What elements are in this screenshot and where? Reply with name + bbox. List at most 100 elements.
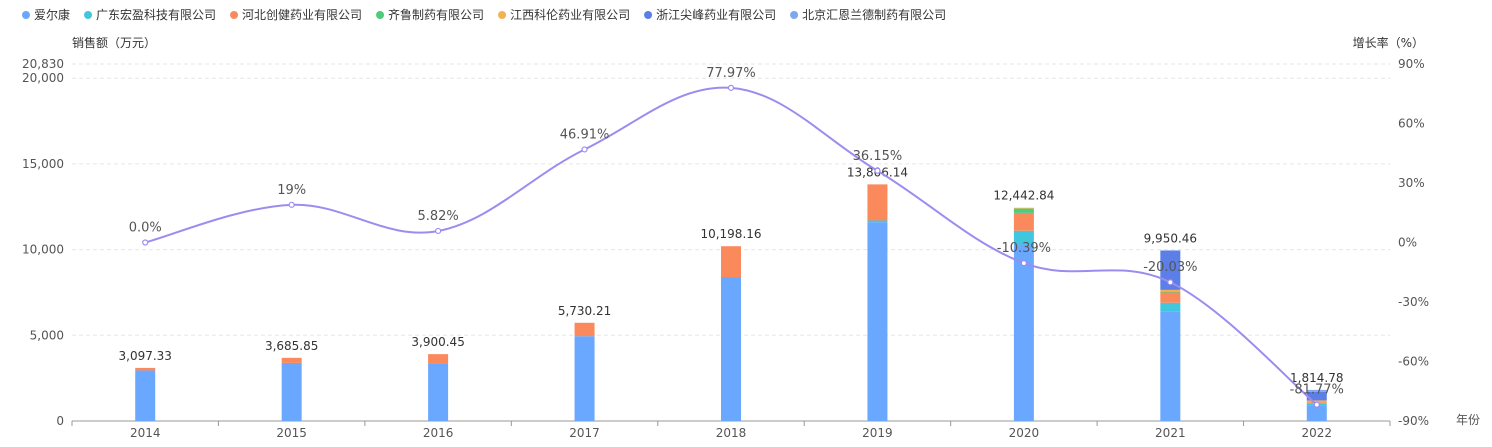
legend-label: 爱尔康	[34, 7, 70, 22]
growth-label: -81.77%	[1290, 383, 1344, 398]
growth-point	[1020, 260, 1027, 267]
bar-segment	[1013, 212, 1034, 231]
bar-segment	[721, 246, 741, 278]
bars	[135, 184, 1327, 421]
growth-point	[142, 239, 149, 246]
bar-segment	[1013, 230, 1034, 245]
y-tick-label: 5,000	[30, 328, 64, 342]
legend-item: 北京汇恩兰德制药有限公司	[790, 7, 946, 22]
bar-segment	[1306, 391, 1327, 401]
legend-label: 北京汇恩兰德制药有限公司	[802, 7, 946, 22]
growth-label: -10.39%	[997, 241, 1051, 256]
bar-segment	[135, 367, 156, 371]
growth-label: 19%	[277, 183, 306, 198]
growth-point	[874, 167, 881, 174]
total-label: 10,198.16	[700, 227, 761, 241]
x-tick-label: 2019	[862, 426, 893, 440]
total-label: 1,814.78	[1290, 371, 1343, 385]
legend-marker	[498, 11, 507, 19]
y2-tick-label: 60%	[1398, 117, 1425, 131]
bar-segment	[867, 220, 888, 223]
y-axis-left-title: 销售额（万元）	[72, 35, 156, 50]
bar-segment	[1160, 291, 1181, 293]
total-label: 3,097.33	[119, 349, 172, 363]
y2-tick-label: 90%	[1398, 57, 1425, 71]
growth-point	[435, 227, 442, 235]
x-axis-title: 年份	[1456, 413, 1480, 427]
y-axis-right: -90% -60% -30% 0% 30% 60% 90%	[1398, 57, 1429, 428]
y2-tick-label: -60%	[1398, 355, 1429, 369]
x-tick-label: 2020	[1009, 426, 1040, 440]
legend-item: 爱尔康	[22, 7, 70, 22]
y-tick-label: 20,000	[22, 71, 64, 85]
y-tick-label: 10,000	[22, 243, 64, 257]
bar-segment	[721, 277, 741, 421]
growth-point	[1167, 279, 1174, 286]
total-label: 12,442.84	[993, 189, 1054, 203]
y-tick-label: 0	[56, 414, 64, 428]
growth-label: 46.91%	[560, 127, 610, 142]
growth-label: 0.0%	[129, 221, 162, 236]
legend-item: 河北创健药业有限公司	[230, 8, 362, 22]
legend-marker	[376, 11, 385, 19]
bar-segment	[1013, 207, 1034, 209]
legend-label: 江西科伦药业有限公司	[510, 7, 630, 22]
bar-segment	[428, 354, 449, 364]
bar-segment	[1013, 244, 1034, 421]
y-tick-label: 15,000	[22, 157, 64, 171]
y2-tick-label: -30%	[1398, 295, 1429, 309]
bar-segment	[428, 363, 449, 421]
bar-segment	[1306, 405, 1327, 421]
growth-label: 77.97%	[706, 66, 756, 81]
y2-tick-label: -90%	[1398, 414, 1429, 428]
bar-segment	[1160, 311, 1181, 421]
y2-tick-label: 30%	[1398, 176, 1425, 190]
x-tick-label: 2015	[276, 426, 307, 440]
legend-label: 浙江尖峰药业有限公司	[656, 8, 776, 22]
x-tick-label: 2016	[423, 426, 454, 440]
growth-label: -20.03%	[1143, 260, 1197, 275]
total-label: 5,730.21	[558, 304, 611, 318]
x-tick-label: 2018	[716, 426, 747, 440]
legend: 爱尔康 广东宏盈科技有限公司 河北创健药业有限公司 齐鲁制药有限公司 江西科伦药业有限公…	[22, 7, 946, 22]
bar-segment	[1306, 389, 1327, 392]
legend-marker	[22, 11, 30, 19]
legend-marker	[644, 11, 653, 19]
legend-marker	[230, 11, 239, 19]
bar-segment	[1013, 208, 1034, 213]
growth-point	[727, 84, 735, 91]
legend-item: 浙江尖峰药业有限公司	[644, 8, 776, 22]
bar-segment	[135, 370, 156, 421]
x-tick-label: 2014	[130, 426, 161, 440]
y-axis-right-title: 增长率（%）	[1353, 35, 1424, 50]
legend-item: 齐鲁制药有限公司	[376, 7, 484, 22]
x-tick-label: 2022	[1302, 426, 1333, 440]
growth-point	[581, 146, 588, 153]
total-label: 9,950.46	[1144, 231, 1197, 245]
total-label: 3,900.45	[411, 335, 464, 349]
legend-marker	[790, 11, 799, 19]
growth-point	[288, 201, 295, 208]
bar-segment	[867, 184, 888, 221]
legend-label: 广东宏盈科技有限公司	[96, 7, 216, 22]
bar-segment	[574, 322, 595, 337]
x-tick-label: 2021	[1155, 426, 1186, 440]
bar-segment	[1160, 292, 1181, 303]
total-label: 3,685.85	[265, 339, 318, 353]
growth-point	[1313, 401, 1320, 408]
bar-segment	[1160, 289, 1181, 292]
legend-marker	[84, 11, 93, 19]
legend-item: 广东宏盈科技有限公司	[84, 7, 216, 22]
bar-segment	[1306, 400, 1327, 403]
bar-segment	[867, 222, 888, 421]
legend-label: 齐鲁制药有限公司	[388, 7, 484, 22]
total-labels: 3,097.33 3,685.85 3,900.45 5,730.21 10,198.1…	[119, 165, 1344, 385]
legend-label: 河北创健药业有限公司	[242, 8, 362, 22]
growth-label: 36.15%	[853, 149, 903, 164]
growth-line-group: 0.0% 19% 5.82% 46.91% 77.97% 36.15% -10.39% -20…	[129, 66, 1344, 408]
x-axis: 2014 2015 2016 2017 2018 2019 2020 2021 2022	[71, 420, 1391, 440]
legend-item: 江西科伦药业有限公司	[498, 7, 630, 22]
